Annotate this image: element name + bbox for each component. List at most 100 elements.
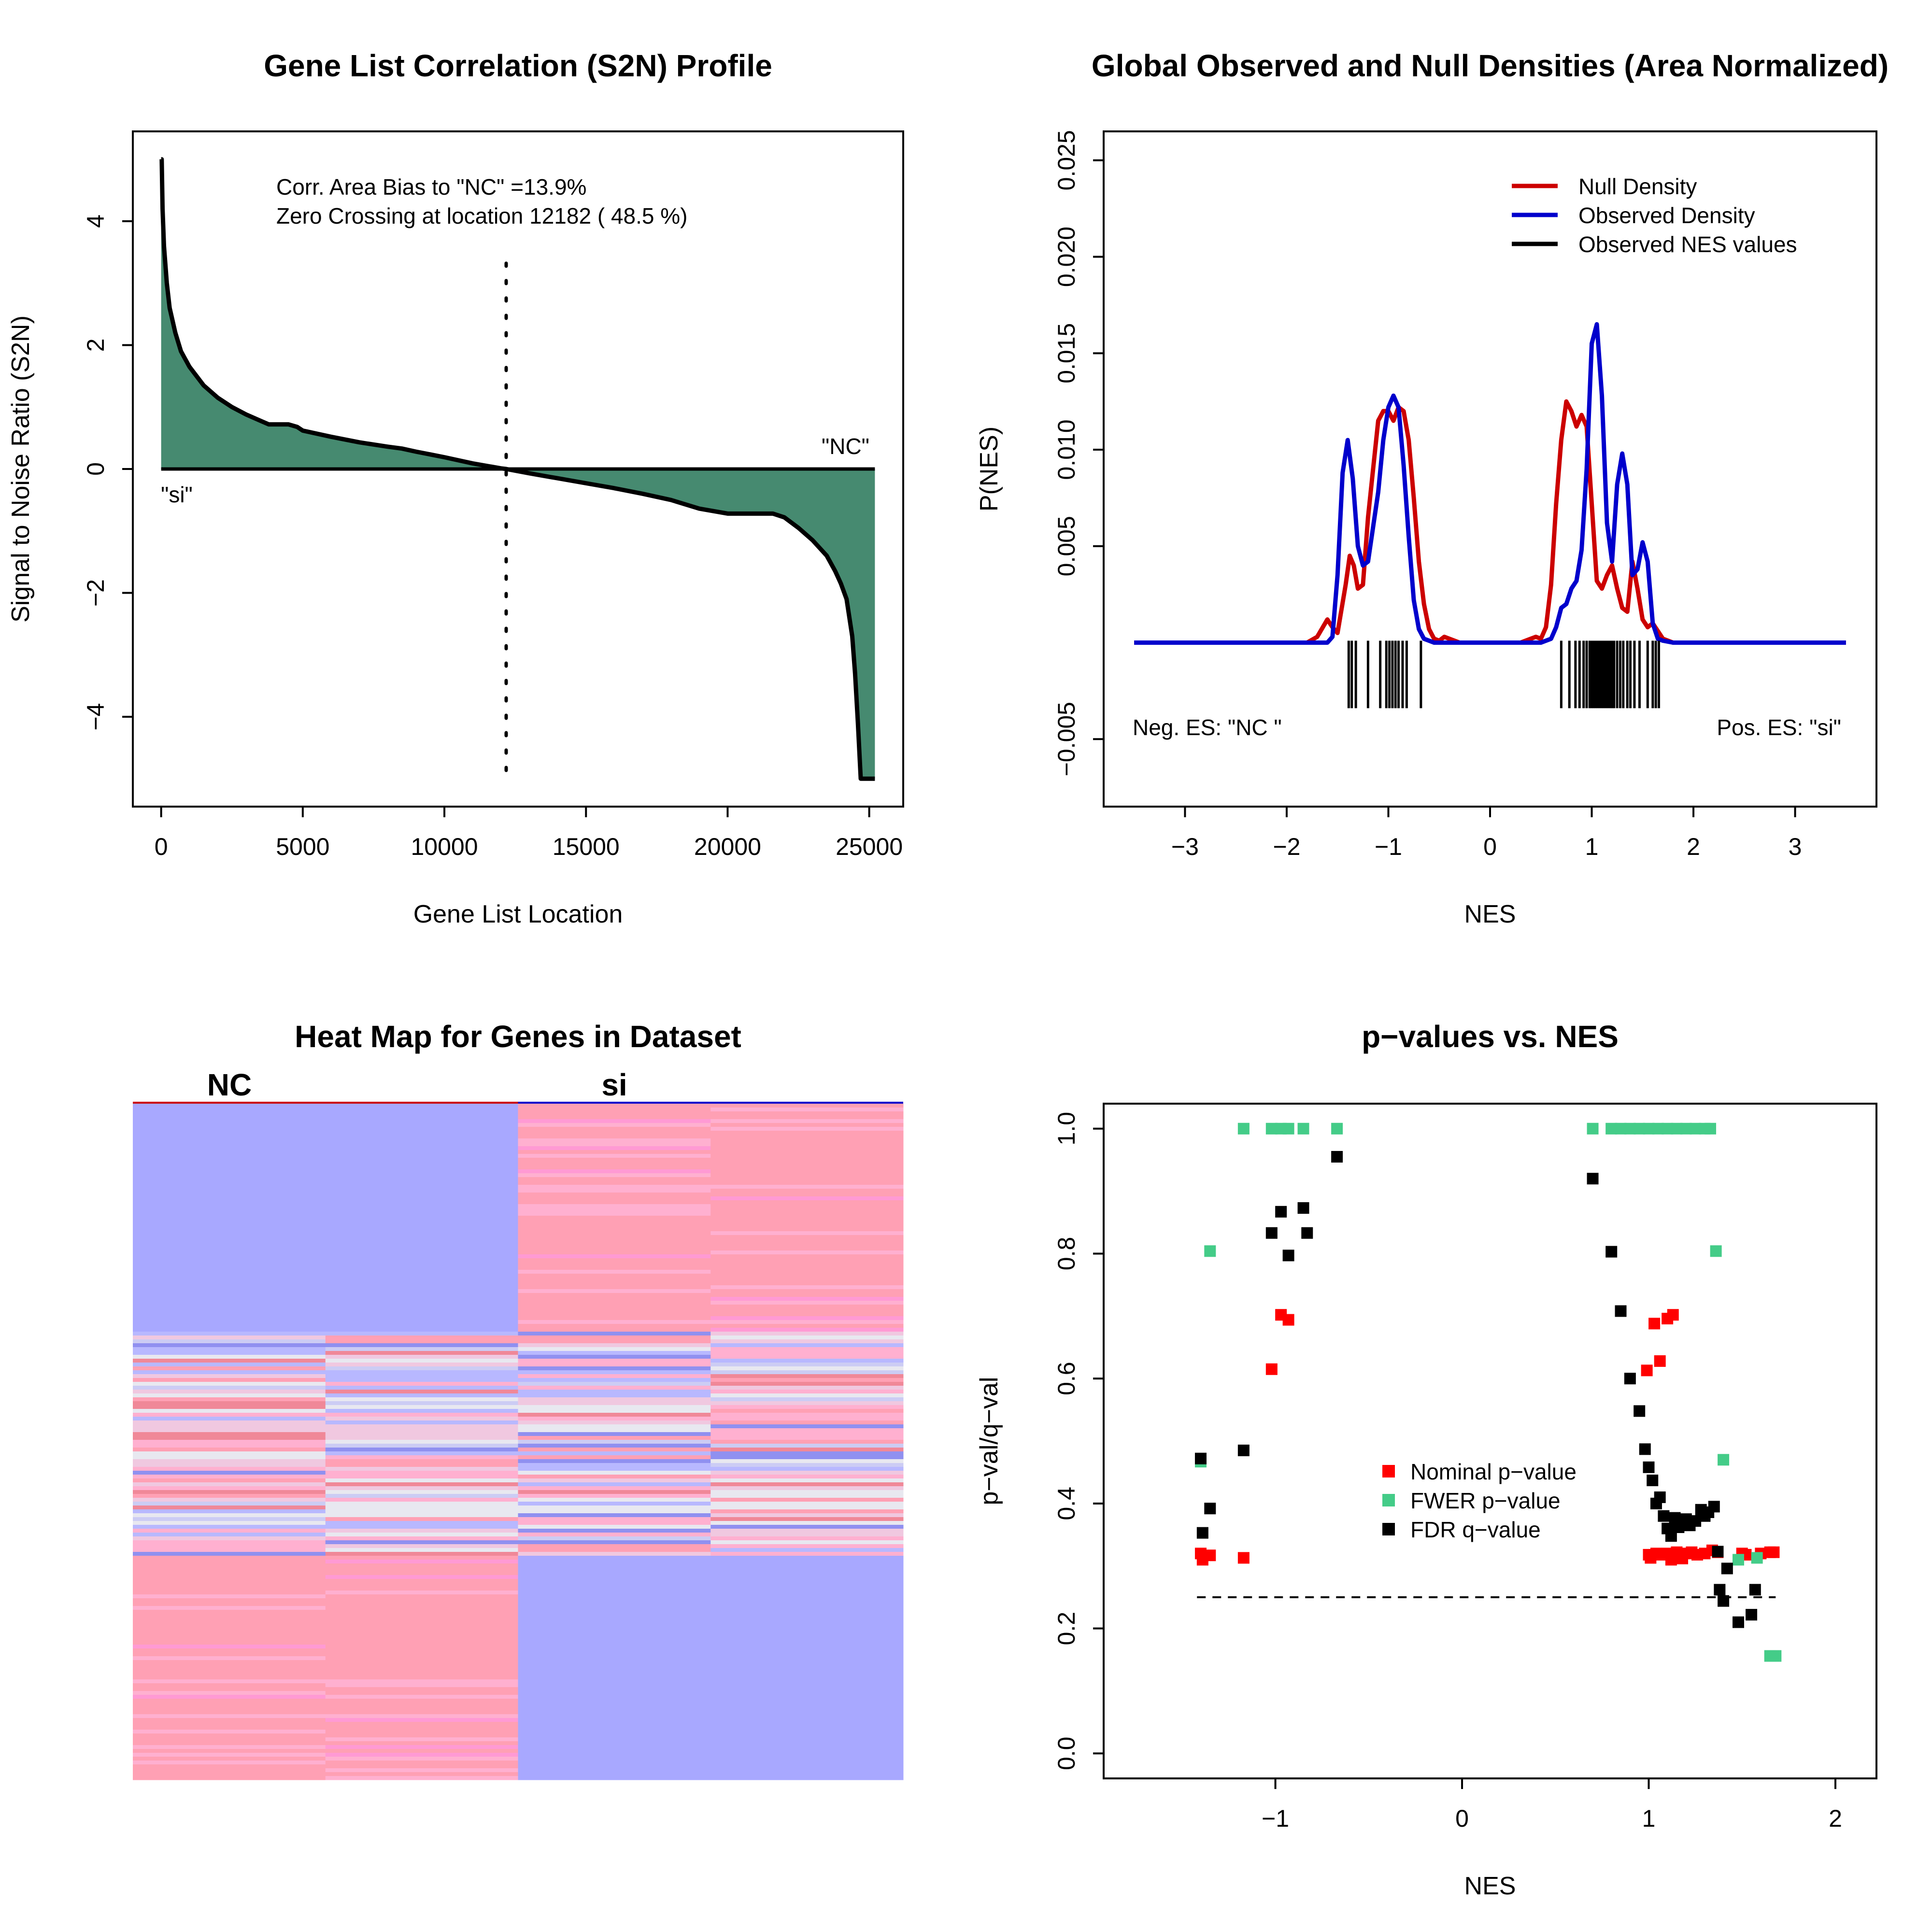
heatmap-cell (518, 1668, 711, 1672)
pvals-point-fwer (1718, 1454, 1730, 1466)
heatmap-cell (133, 1699, 326, 1703)
heatmap-cell (710, 1710, 904, 1715)
heatmap-cell (518, 1506, 711, 1510)
heatmap-cell (518, 1111, 711, 1116)
heatmap-cell (518, 1208, 711, 1212)
heatmap-cell (133, 1440, 326, 1444)
heatmap-cell (710, 1691, 904, 1695)
heatmap-cell (133, 1668, 326, 1672)
heatmap-cell (710, 1703, 904, 1707)
heatmap-cell (325, 1332, 518, 1336)
heatmap-cell (710, 1339, 904, 1344)
heatmap-cell (710, 1216, 904, 1220)
heatmap-cell (325, 1162, 518, 1166)
heatmap-cell (325, 1347, 518, 1351)
heatmap-cell (133, 1463, 326, 1467)
heatmap-cell (325, 1339, 518, 1344)
heatmap-cell (325, 1363, 518, 1367)
heatmap-cell (710, 1486, 904, 1491)
heatmap-cell (518, 1455, 711, 1460)
heatmap-cell (518, 1417, 711, 1421)
heatmap-cell (325, 1274, 518, 1278)
heatmap-cell (518, 1486, 711, 1491)
heatmap-cell (518, 1587, 711, 1591)
heatmap-cell (710, 1567, 904, 1572)
heatmap-cell (133, 1177, 326, 1181)
heatmap-cell (710, 1533, 904, 1537)
heatmap-cell (710, 1227, 904, 1232)
pvals-point-fwer (1237, 1122, 1250, 1135)
heatmap-cell (133, 1741, 326, 1746)
heatmap-cell (325, 1451, 518, 1456)
heatmap-cell (710, 1405, 904, 1409)
pvals-point-fwer (1733, 1554, 1745, 1566)
heatmap-cell (518, 1606, 711, 1610)
heatmap-cell (325, 1138, 518, 1143)
heatmap-cell (710, 1587, 904, 1591)
heatmap-cell (133, 1281, 326, 1286)
heatmap-cell (710, 1722, 904, 1726)
heatmap-cell (133, 1289, 326, 1293)
heatmap-cell (518, 1560, 711, 1564)
heatmap-cell (325, 1278, 518, 1282)
heatmap-cell (325, 1606, 518, 1610)
heatmap-cell (325, 1629, 518, 1634)
heatmap-cell (325, 1467, 518, 1471)
heatmap-cell (518, 1223, 711, 1228)
heatmap-cell (710, 1413, 904, 1417)
heatmap-cell (710, 1212, 904, 1216)
heatmap-cell (710, 1142, 904, 1147)
heatmap-cell (133, 1691, 326, 1695)
heatmap-cell (133, 1521, 326, 1525)
heatmap-cell (133, 1749, 326, 1753)
heatmap-cell (133, 1278, 326, 1282)
heatmap-cell (710, 1281, 904, 1286)
heatmap-cell (133, 1509, 326, 1514)
heatmap-cell (518, 1169, 711, 1174)
heatmap-cell (518, 1436, 711, 1440)
heatmap-cell (710, 1301, 904, 1305)
heatmap-cell (518, 1652, 711, 1657)
heatmap-cell (518, 1575, 711, 1579)
heatmap-cell (133, 1529, 326, 1533)
heatmap-cell (710, 1490, 904, 1494)
pvals-point-fdr (1708, 1501, 1720, 1513)
heatmap-cell (133, 1208, 326, 1212)
heatmap-cell (710, 1162, 904, 1166)
heatmap-cell (325, 1208, 518, 1212)
heatmap-cell (133, 1444, 326, 1448)
heatmap-cell (518, 1598, 711, 1603)
heatmap-cell (518, 1556, 711, 1560)
heatmap-cell (325, 1641, 518, 1645)
heatmap-cell (710, 1239, 904, 1243)
heatmap-cell (133, 1127, 326, 1131)
heatmap-cell (325, 1413, 518, 1417)
heatmap-cell (518, 1177, 711, 1181)
heatmap-cell (710, 1208, 904, 1212)
heatmap-cell (133, 1432, 326, 1436)
heatmap-cell (518, 1185, 711, 1189)
heatmap-cell (133, 1227, 326, 1232)
heatmap-cell (518, 1533, 711, 1537)
heatmap-cell (710, 1274, 904, 1278)
heatmap-cell (133, 1220, 326, 1224)
pvals-point-fwer (1587, 1122, 1599, 1135)
heatmap-cell (710, 1393, 904, 1398)
heatmap-cell (518, 1641, 711, 1645)
pvals-point-fdr (1297, 1202, 1309, 1214)
heatmap-cell (325, 1390, 518, 1394)
heatmap-cell (710, 1556, 904, 1560)
heatmap-group-bar-nc (133, 1102, 518, 1105)
pvals-point-fdr (1265, 1227, 1278, 1239)
heatmap-cell (133, 1726, 326, 1730)
heatmap-cell (518, 1359, 711, 1363)
heatmap-cell (133, 1355, 326, 1359)
heatmap-cell (133, 1351, 326, 1355)
heatmap-cell (325, 1289, 518, 1293)
heatmap-cell (710, 1498, 904, 1502)
heatmap-cell (133, 1428, 326, 1433)
pvals-point-fwer (1204, 1245, 1216, 1257)
heatmap-cell (518, 1216, 711, 1220)
heatmap-cell (710, 1123, 904, 1127)
pvals-point-fwer (1751, 1552, 1763, 1564)
